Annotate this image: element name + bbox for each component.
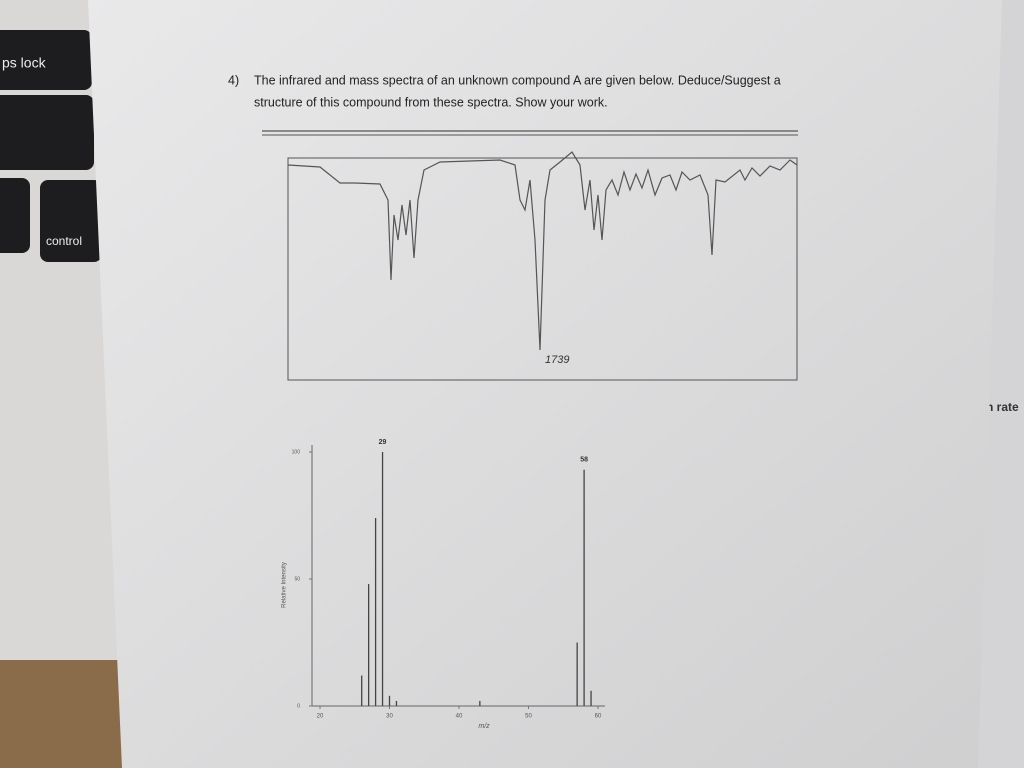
mass-spectrum: m/z Relative Intensity 20 30 40 50 60 0 50 100 2… [282, 439, 605, 730]
key [0, 95, 94, 170]
key-label: control [46, 234, 82, 248]
peak-label: 58 [580, 457, 588, 464]
frame [287, 157, 798, 381]
side-text: n rate [986, 400, 1019, 414]
y-tick-label: 50 [294, 576, 300, 582]
x-tick-label: 30 [386, 714, 393, 720]
question-text: The infrared and mass spectra of an unkn… [254, 73, 781, 87]
y-axis-label: Relative Intensity [282, 562, 288, 608]
key [0, 30, 92, 90]
question-text: structure of this compound from these sp… [254, 95, 608, 109]
key-label: ps lock [2, 55, 47, 71]
ir-trace [287, 151, 798, 351]
paper [88, 0, 1002, 768]
table [0, 660, 130, 768]
key [0, 178, 30, 253]
x-tick-label: 50 [525, 714, 532, 720]
y-tick-label: 0 [297, 703, 300, 709]
x-tick-label: 40 [456, 714, 463, 720]
question-number: 4) [228, 73, 239, 87]
peak-label: 29 [379, 439, 387, 446]
ir-spectrum [262, 130, 798, 381]
x-axis-label: m/z [478, 723, 490, 730]
x-tick-label: 20 [317, 714, 324, 720]
y-tick-label: 100 [292, 449, 301, 455]
ir-annotation: 1739 [545, 354, 569, 366]
x-tick-label: 60 [595, 714, 602, 720]
key [40, 180, 102, 262]
